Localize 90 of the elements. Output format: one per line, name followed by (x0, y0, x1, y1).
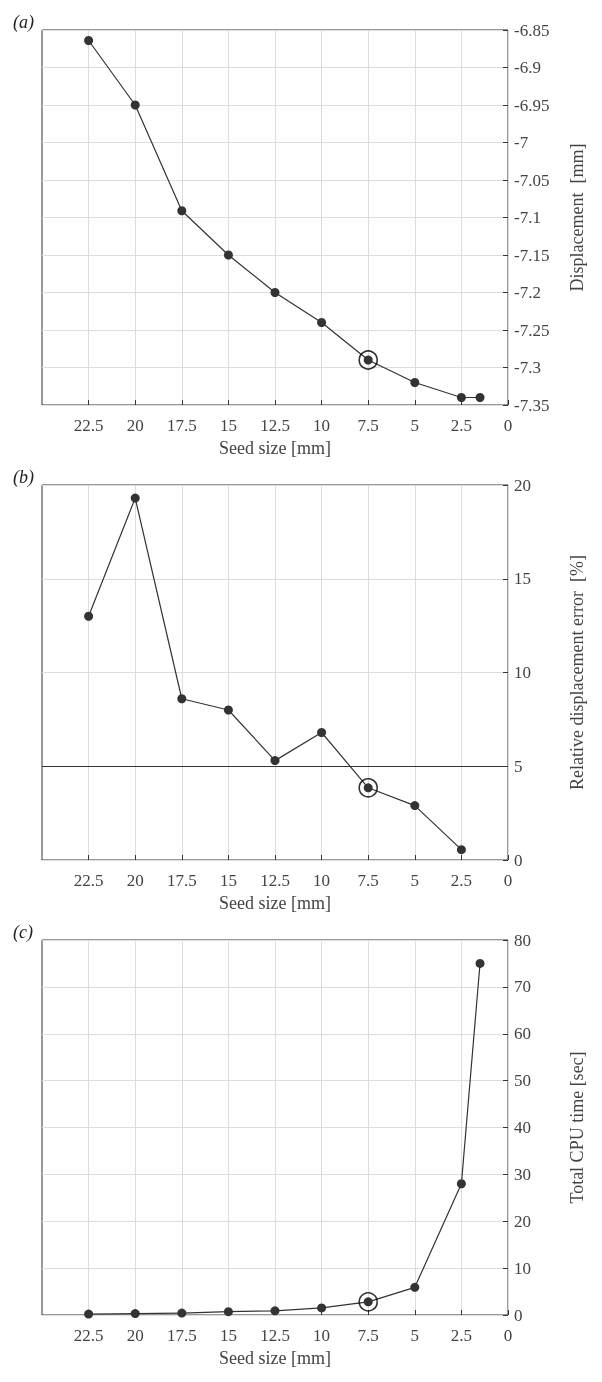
point (84, 611, 94, 621)
point (475, 958, 485, 968)
y-tick-label: 0 (514, 850, 523, 870)
point (177, 694, 187, 704)
point (456, 1179, 466, 1189)
x-tick-label: 22.5 (73, 416, 104, 435)
point (317, 1303, 327, 1313)
point (130, 493, 140, 503)
x-tick-label: 17.5 (166, 1326, 197, 1345)
x-tick-label: 5 (410, 416, 420, 435)
point (130, 1309, 140, 1319)
point (270, 1306, 280, 1316)
x-tick-label: 10 (313, 871, 331, 890)
y-tick-label: 30 (514, 1164, 531, 1184)
point (410, 801, 420, 811)
point (456, 393, 466, 402)
point (270, 756, 280, 766)
chart-title: (b) (13, 467, 34, 488)
y-tick-label: 20 (514, 1211, 531, 1231)
x-tick-label: 12.5 (260, 416, 290, 435)
x-tick-label: 12.5 (260, 871, 290, 890)
point (84, 1309, 94, 1319)
x-tick-label: 20 (126, 871, 144, 890)
x-axis-title: Seed size [mm] (219, 1348, 331, 1368)
y-tick-label: -6.95 (514, 95, 550, 115)
y-tick-label: 15 (514, 569, 531, 589)
point (358, 1292, 378, 1312)
point (177, 206, 187, 216)
point (410, 378, 420, 387)
x-tick-label: 20 (126, 1326, 144, 1345)
y-tick-label: 10 (514, 663, 531, 682)
y-tick-label: 50 (514, 1071, 531, 1091)
y-tick-label: -6.85 (514, 20, 550, 40)
y-tick-label: 5 (514, 756, 523, 776)
y-tick-label: 20 (514, 475, 531, 495)
x-tick-label: 22.5 (73, 871, 104, 890)
x-tick-label: 20 (126, 416, 144, 435)
x-tick-label: 10 (313, 416, 331, 435)
y-tick-label: 60 (514, 1024, 531, 1044)
y-tick-label: -7.15 (514, 245, 550, 265)
point (317, 728, 327, 737)
point (456, 845, 466, 855)
y-tick-label: 80 (514, 930, 531, 950)
point (223, 705, 233, 715)
x-tick-label: 2.5 (450, 1326, 473, 1345)
point (130, 100, 140, 110)
x-axis-title: Seed size [mm] (219, 893, 331, 913)
chart-title: (c) (13, 922, 33, 943)
y-tick-label: 0 (514, 1305, 523, 1325)
point (358, 778, 378, 798)
y-tick-label: 40 (514, 1118, 531, 1137)
y-tick-label: -7 (514, 133, 529, 152)
y-tick-label: -7.05 (514, 170, 550, 190)
point (84, 36, 94, 45)
x-tick-label: 10 (313, 1326, 331, 1345)
y-tick-label: -6.9 (514, 58, 541, 77)
x-tick-label: 22.5 (73, 1326, 104, 1345)
x-tick-label: 7.5 (357, 1326, 379, 1345)
x-tick-label: 17.5 (166, 416, 197, 435)
point (223, 1307, 233, 1317)
x-tick-label: 2.5 (450, 871, 473, 890)
y-axis-title: Displacement [mm] (567, 143, 587, 292)
point (317, 318, 327, 327)
x-tick-label: 7.5 (357, 416, 379, 435)
y-tick-label: -7.3 (514, 358, 541, 377)
y-tick-label: -7.1 (514, 208, 541, 227)
chart-title: (a) (13, 12, 34, 33)
point (177, 1308, 187, 1318)
point (270, 288, 280, 297)
point (475, 393, 485, 402)
y-tick-label: 10 (514, 1258, 531, 1278)
point (410, 1282, 420, 1292)
x-tick-label: 15 (219, 416, 237, 435)
y-tick-label: -7.35 (514, 395, 550, 415)
y-tick-label: 70 (514, 977, 531, 997)
y-tick-label: -7.25 (514, 320, 550, 340)
x-tick-label: 12.5 (260, 1326, 290, 1345)
point (358, 350, 378, 370)
x-tick-label: 15 (219, 1326, 237, 1345)
x-tick-label: 15 (219, 871, 237, 890)
x-tick-label: 2.5 (450, 416, 473, 435)
point (223, 250, 233, 260)
y-tick-label: -7.2 (514, 283, 541, 302)
x-tick-label: 5 (410, 871, 420, 890)
x-tick-label: 7.5 (357, 871, 379, 890)
x-tick-label: 17.5 (166, 871, 197, 890)
y-axis-title: Relative displacement error [%] (567, 555, 587, 790)
x-axis-title: Seed size [mm] (219, 438, 331, 458)
y-axis-title: Total CPU time [sec] (567, 1051, 587, 1204)
x-tick-label: 5 (410, 1326, 420, 1345)
